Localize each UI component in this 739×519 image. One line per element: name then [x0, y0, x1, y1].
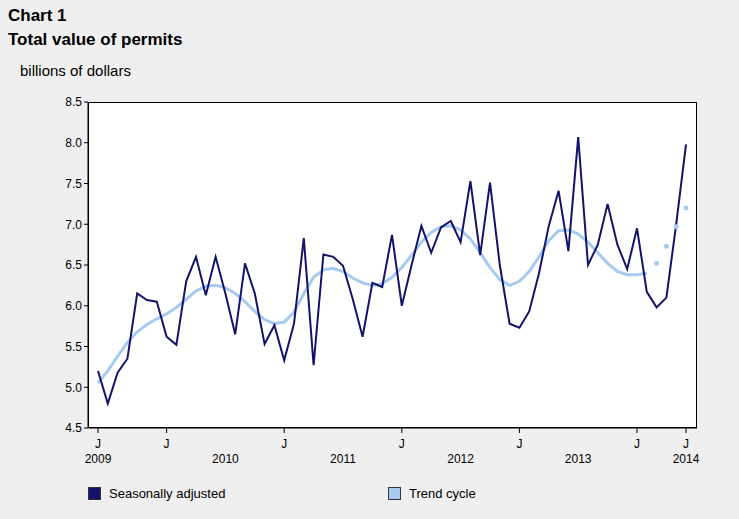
html-text:Chart 1: Chart 1 — [8, 6, 67, 25]
svg-text:2010: 2010 — [212, 452, 239, 466]
svg-text:2012: 2012 — [447, 452, 474, 466]
html-text:billions of dollars: billions of dollars — [20, 62, 131, 79]
svg-text:J: J — [516, 437, 522, 451]
svg-text:5.0: 5.0 — [65, 381, 82, 395]
html-text:Seasonally adjusted: Seasonally adjusted — [109, 486, 226, 501]
svg-text:5.5: 5.5 — [65, 340, 82, 354]
svg-text:4.5: 4.5 — [65, 421, 82, 435]
svg-text:6.0: 6.0 — [65, 299, 82, 313]
svg-text:2011: 2011 — [330, 452, 356, 466]
html-text:Total value of permits: Total value of permits — [8, 30, 183, 49]
svg-text:J: J — [634, 437, 640, 451]
svg-text:7.5: 7.5 — [65, 177, 82, 191]
svg-text:2013: 2013 — [565, 452, 592, 466]
svg-text:J: J — [281, 437, 287, 451]
svg-text:7.0: 7.0 — [65, 218, 82, 232]
svg-text:6.5: 6.5 — [65, 258, 82, 272]
svg-text:8.0: 8.0 — [65, 136, 82, 150]
svg-text:J: J — [95, 437, 101, 451]
svg-text:J: J — [683, 437, 689, 451]
svg-text:8.5: 8.5 — [65, 95, 82, 109]
svg-text:2014: 2014 — [673, 452, 700, 466]
svg-text:J: J — [399, 437, 405, 451]
html-text:Trend cycle: Trend cycle — [409, 486, 476, 501]
svg-text:2009: 2009 — [85, 452, 112, 466]
svg-text:J: J — [164, 437, 170, 451]
